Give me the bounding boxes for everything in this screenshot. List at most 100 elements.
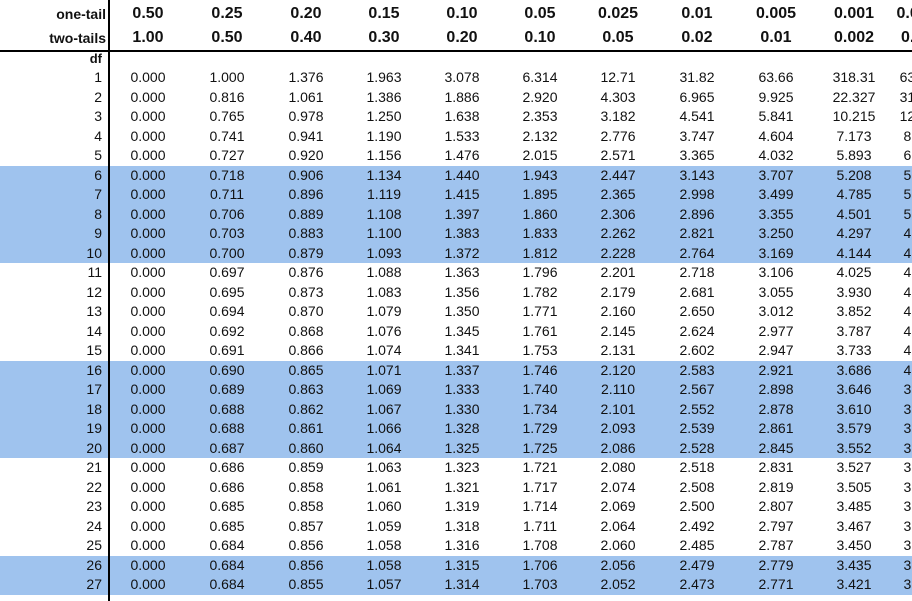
critical-value-cell: 1.782: [522, 283, 558, 300]
critical-value-cell: 0.000: [130, 166, 166, 183]
critical-value-cell: 0.697: [209, 264, 245, 280]
critical-value-cell: 12.71: [600, 69, 636, 85]
critical-value-cell: 0.920: [288, 147, 324, 163]
critical-value-cell: 4.501: [836, 205, 872, 222]
df-cell: 11: [87, 264, 102, 280]
two-tails-alpha-9: 0.01: [760, 29, 792, 46]
critical-value-cell: 0.978: [288, 108, 324, 124]
critical-value-cell: 3.435: [836, 556, 872, 573]
critical-value-cell: 3.745: [903, 517, 912, 534]
critical-value-cell: 2.779: [758, 556, 794, 573]
critical-value-cell: 1.066: [366, 420, 402, 436]
critical-value-cell: 1.060: [366, 498, 402, 514]
critical-value-cell: 2.064: [600, 517, 636, 534]
critical-value-cell: 0.765: [209, 108, 245, 124]
critical-value-cell: 3.505: [836, 478, 872, 495]
critical-value-cell: 0.000: [130, 244, 166, 261]
critical-value-cell: 1.069: [366, 381, 402, 397]
critical-value-cell: 0.870: [288, 303, 324, 319]
df-cell: 4: [94, 127, 102, 144]
critical-value-cell: 2.845: [758, 439, 794, 456]
critical-value-cell: 1.108: [366, 205, 402, 222]
critical-value-cell: 2.473: [679, 576, 715, 592]
table-row: 25 0.000 0.684 0.856 1.058 1.316 1.708 2.060 2.4…: [0, 536, 912, 556]
critical-value-cell: 3.499: [758, 186, 794, 202]
critical-value-cell: 1.796: [522, 264, 558, 280]
critical-value-cell: 3.527: [836, 459, 872, 475]
critical-value-cell: 3.552: [836, 439, 872, 456]
critical-value-cell: 0.688: [209, 420, 245, 436]
critical-value-cell: 1.063: [366, 459, 402, 475]
critical-value-cell: 31.82: [679, 69, 715, 85]
critical-value-cell: 2.624: [679, 322, 715, 339]
critical-value-cell: 1.397: [444, 205, 480, 222]
critical-value-cell: 1.074: [366, 342, 402, 358]
table-row: 26 0.000 0.684 0.856 1.058 1.315 1.706 2.056 2.4…: [0, 555, 912, 575]
critical-value-cell: 2.086: [600, 439, 636, 456]
critical-value-cell: 5.041: [903, 205, 912, 222]
critical-value-cell: 6.965: [679, 88, 715, 105]
critical-value-cell: 1.061: [366, 478, 402, 495]
two-tails-label: two-tails: [49, 30, 106, 46]
critical-value-cell: 1.057: [366, 576, 402, 592]
table-row: 15 0.000 0.691 0.866 1.074 1.341 1.753 2.131 2.6…: [0, 341, 912, 361]
critical-value-cell: 1.076: [366, 322, 402, 339]
critical-value-cell: 1.315: [444, 556, 480, 573]
critical-value-cell: 7.173: [836, 127, 872, 144]
critical-value-cell: 0.000: [130, 205, 166, 222]
critical-value-cell: 0.000: [130, 576, 166, 592]
critical-value-cell: 4.025: [836, 264, 872, 280]
critical-value-cell: 2.101: [600, 400, 636, 417]
critical-value-cell: 2.821: [679, 225, 715, 241]
critical-value-cell: 1.325: [444, 439, 480, 456]
table-row: 16 0.000 0.690 0.865 1.071 1.337 1.746 2.120 2.5…: [0, 360, 912, 380]
one-tail-alpha-7: 0.025: [597, 5, 639, 22]
df-cell: 19: [86, 420, 102, 436]
critical-value-cell: 63.66: [758, 69, 794, 85]
critical-value-cell: 0.000: [130, 342, 166, 358]
critical-value-cell: 3.686: [836, 361, 872, 378]
critical-value-cell: 1.350: [444, 303, 480, 319]
critical-value-cell: 2.998: [679, 186, 715, 202]
two-tails-alpha-2: 0.50: [211, 29, 243, 46]
critical-value-cell: 0.684: [209, 537, 245, 553]
critical-value-cell: 2.797: [758, 517, 794, 534]
critical-value-cell: 3.965: [903, 381, 912, 397]
critical-value-cell: 2.479: [679, 556, 715, 573]
critical-value-cell: 0.000: [130, 186, 166, 202]
critical-value-cell: 0.690: [209, 361, 245, 378]
critical-value-cell: 0.000: [130, 264, 166, 280]
critical-value-cell: 1.708: [522, 537, 558, 553]
critical-value-cell: 2.160: [600, 303, 636, 319]
critical-value-cell: 3.747: [679, 127, 715, 144]
table-row: 24 0.000 0.685 0.857 1.059 1.318 1.711 2.064 2.4…: [0, 517, 912, 537]
critical-value-cell: 1.761: [522, 322, 558, 339]
critical-value-cell: 1.061: [288, 88, 324, 105]
critical-value-cell: 1.746: [522, 361, 558, 378]
table-row: 12 0.000 0.695 0.873 1.083 1.356 1.782 2.179 2.6…: [0, 283, 912, 303]
df-cell: 20: [86, 439, 102, 456]
critical-value-cell: 4.318: [903, 283, 912, 300]
critical-value-cell: 1.372: [444, 244, 480, 261]
critical-value-cell: 1.376: [288, 69, 324, 85]
critical-value-cell: 1.895: [522, 186, 558, 202]
critical-value-cell: 0.000: [130, 322, 166, 339]
critical-value-cell: 1.753: [522, 342, 558, 358]
two-tails-header-row: two-tails 1.00 0.50 0.40 0.30 0.20 0.10 0.05 0.…: [0, 26, 912, 50]
critical-value-cell: 0.866: [288, 342, 324, 358]
critical-value-cell: 0.000: [130, 127, 166, 144]
critical-value-cell: 2.228: [600, 244, 636, 261]
critical-value-cell: 1.071: [366, 361, 402, 378]
critical-value-cell: 2.764: [679, 244, 715, 261]
critical-value-cell: 0.000: [130, 225, 166, 241]
critical-value-cell: 3.819: [903, 459, 912, 475]
table-row: 23 0.000 0.685 0.858 1.060 1.319 1.714 2.069 2.5…: [0, 497, 912, 517]
critical-value-cell: 0.000: [130, 69, 166, 85]
critical-value-cell: 1.356: [444, 283, 480, 300]
critical-value-cell: 3.355: [758, 205, 794, 222]
critical-value-cell: 1.067: [366, 400, 402, 417]
critical-value-cell: 0.000: [130, 439, 166, 456]
critical-value-cell: 0.718: [209, 166, 245, 183]
critical-value-cell: 0.906: [288, 166, 324, 183]
critical-value-cell: 2.539: [679, 420, 715, 436]
